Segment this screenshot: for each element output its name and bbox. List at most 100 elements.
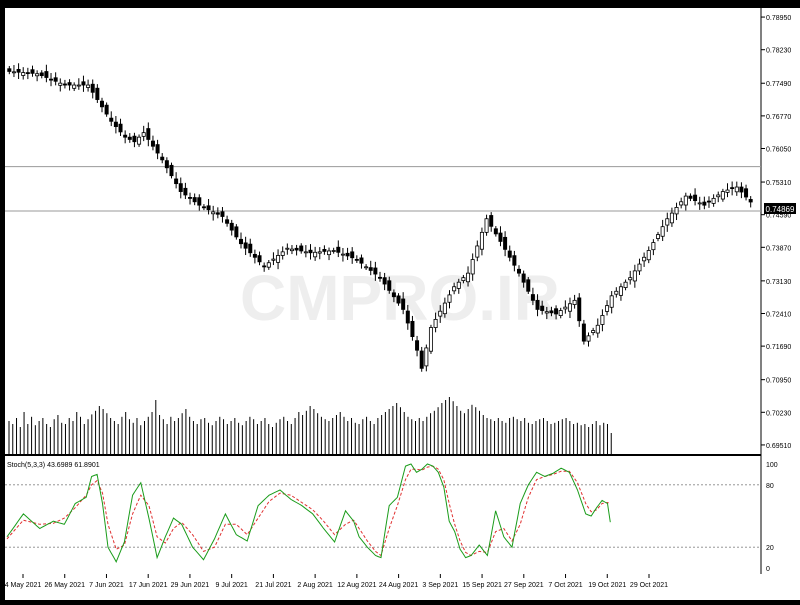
candle-body (262, 265, 267, 268)
candle-body (113, 121, 118, 128)
date-tick-label: 17 Jun 2021 (129, 582, 168, 589)
candle-body (99, 100, 104, 108)
price-tick-label: 0.76050 (766, 147, 791, 154)
candle-body (452, 286, 457, 292)
candle-body (424, 347, 429, 367)
candle-body (271, 258, 276, 261)
candle-body (336, 246, 341, 253)
candle-body (81, 81, 86, 86)
candle-body (600, 315, 605, 325)
date-tick-label: 24 Aug 2021 (379, 582, 418, 589)
candle-body (651, 242, 656, 251)
candle-body (567, 303, 572, 312)
candle-body (285, 247, 290, 250)
candle-body (86, 84, 91, 88)
date-tick-label: 21 Jul 2021 (255, 582, 291, 589)
candle-body (123, 134, 128, 138)
date-tick-label: 19 Oct 2021 (588, 582, 626, 589)
candle-body (164, 160, 169, 169)
candle-body (141, 132, 146, 137)
candle-body (76, 84, 81, 87)
price-ticks: 0.78950 0.78230 0.77490 0.76770 0.76050 0.753… (761, 15, 791, 450)
price-tick-label: 0.75310 (766, 180, 791, 187)
price-axis (761, 8, 800, 574)
current-price-text: 0.74869 (766, 205, 795, 214)
price-tick-label: 0.77490 (766, 81, 791, 88)
candle-body (679, 201, 684, 206)
candle-body (243, 242, 248, 249)
candle-body (618, 286, 623, 296)
candle-body (276, 255, 281, 263)
price-tick-label: 0.74590 (766, 213, 791, 220)
price-tick-label: 0.70950 (766, 378, 791, 385)
candle-body (475, 245, 480, 258)
candle-body (697, 202, 702, 205)
candle-body (169, 164, 174, 177)
candle-body (257, 255, 262, 263)
candle-body (415, 340, 420, 351)
candle-body (577, 297, 582, 322)
candle-body (595, 324, 600, 334)
candle-body (646, 250, 651, 261)
stochastic-panel (5, 456, 761, 574)
candle-body (401, 298, 406, 310)
candle-body (373, 267, 378, 275)
candle-body (669, 212, 674, 224)
candle-body (419, 350, 424, 369)
candle-body (517, 268, 522, 274)
candle-body (248, 243, 253, 254)
candle-body (614, 290, 619, 295)
candle-body (58, 82, 63, 86)
candle-body (327, 250, 332, 256)
candle-body (479, 231, 484, 250)
price-tick-label: 0.78950 (766, 15, 791, 22)
date-tick-label: 4 May 2021 (5, 582, 42, 589)
candle-body (178, 183, 183, 192)
price-tick-label: 0.73870 (766, 245, 791, 252)
candle-body (688, 195, 693, 199)
candle-body (535, 299, 540, 310)
stoch-levels (5, 484, 761, 548)
candle-body (229, 222, 234, 231)
candle-body (132, 135, 137, 143)
stoch-ticks: 100 80 20 0 (766, 462, 778, 573)
candle-body (396, 295, 401, 304)
horizontal-levels (5, 166, 761, 212)
price-panel (5, 8, 761, 454)
date-tick-label: 29 Jun 2021 (171, 582, 210, 589)
candle-body (521, 273, 526, 283)
candle-body (642, 256, 647, 262)
candle-body (656, 234, 661, 239)
candle-body (266, 262, 271, 268)
candle-body (433, 318, 438, 328)
candle-body (461, 277, 466, 281)
candle-body (484, 218, 489, 233)
candle-body (188, 197, 193, 199)
candle-body (252, 253, 257, 258)
candle-body (665, 218, 670, 226)
candle-body (220, 211, 225, 217)
candle-body (234, 226, 239, 238)
candle-body (118, 123, 123, 133)
candle-body (405, 310, 410, 324)
candle-body (7, 68, 12, 72)
price-tick-label: 0.70230 (766, 410, 791, 417)
stoch-main-line (6, 463, 611, 563)
candle-body (21, 72, 26, 76)
stoch-tick-label: 20 (766, 545, 774, 552)
candle-body (605, 305, 610, 312)
date-ticks: 4 May 2021 26 May 2021 7 Jun 2021 17 Jun 20… (5, 574, 668, 589)
candle-body (456, 281, 461, 289)
candle-body (331, 250, 336, 252)
candle-body (410, 320, 415, 338)
candle-body (90, 83, 95, 93)
candle-body (137, 136, 142, 145)
candle-body (35, 73, 40, 77)
candle-body (95, 87, 100, 100)
candle-body (238, 238, 243, 245)
stoch-label: Stoch(5,3,3) 43.6989 61.8901 (7, 462, 100, 469)
date-tick-label: 15 Sep 2021 (462, 582, 502, 589)
candle-body (192, 197, 197, 203)
